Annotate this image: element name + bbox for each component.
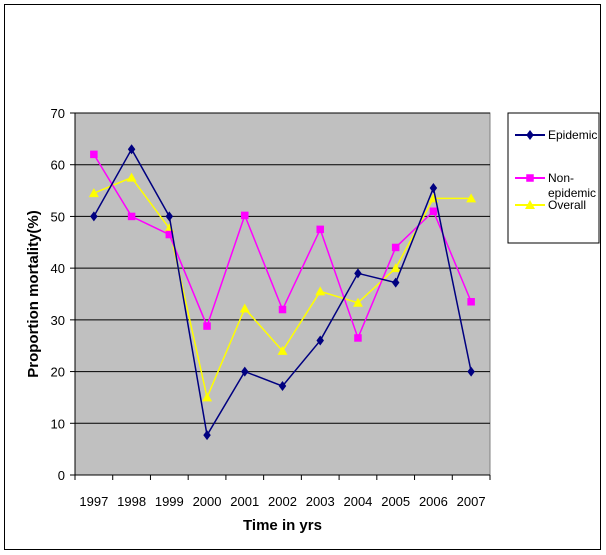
legend-marker	[525, 200, 535, 209]
data-point	[316, 335, 324, 346]
y-axis-label: Proportion mortality(%)	[25, 210, 42, 378]
data-point	[466, 193, 477, 203]
data-point	[354, 268, 362, 279]
data-point	[239, 303, 250, 313]
data-point	[316, 225, 324, 234]
data-point	[203, 430, 211, 441]
x-tick-labels: 1997 1998 1999 2000 2001 2002 2003 2004 2005 2006…	[79, 494, 485, 509]
y-tick-label: 20	[51, 365, 65, 380]
y-tick-labels: 0 10 20 30 40 50 60 70	[51, 106, 65, 483]
data-point	[278, 381, 287, 392]
x-tick-label: 2005	[381, 494, 410, 509]
data-point	[241, 211, 249, 220]
data-point	[90, 150, 98, 159]
legend-item-non-epidemic: Non-epidemic	[515, 171, 596, 200]
plot-area	[74, 112, 491, 476]
x-tick-label: 2003	[306, 494, 335, 509]
x-tick-label: 2006	[419, 494, 448, 509]
x-tick-label: 2002	[268, 494, 297, 509]
series-epidemic	[90, 144, 475, 441]
data-point	[278, 305, 287, 314]
series-group	[88, 144, 477, 441]
data-point	[315, 286, 326, 296]
x-tick-label: 2001	[230, 494, 259, 509]
data-point	[241, 366, 249, 377]
data-point	[165, 211, 174, 222]
y-tick-label: 10	[51, 416, 65, 431]
legend-label: Epidemic	[548, 128, 597, 142]
legend-label: Overall	[548, 198, 586, 212]
series-non-epidemic	[90, 150, 475, 342]
legend-marker	[526, 130, 534, 140]
y-tick-label: 0	[58, 468, 65, 483]
data-point	[277, 345, 288, 355]
x-tick-label: 2004	[343, 494, 372, 509]
data-point	[467, 366, 475, 377]
y-tick-label: 70	[51, 106, 65, 121]
legend-marker	[526, 174, 534, 182]
data-point	[429, 207, 438, 216]
data-point	[352, 297, 363, 307]
x-tick-label: 1998	[117, 494, 146, 509]
data-point	[391, 277, 400, 288]
data-point	[467, 298, 475, 306]
data-point	[127, 144, 136, 155]
x-tick-label: 2007	[457, 494, 486, 509]
data-point	[165, 230, 174, 239]
legend-item-epidemic: Epidemic	[515, 128, 597, 142]
axes	[70, 112, 491, 480]
series-overall	[88, 172, 477, 402]
y-tick-label: 60	[51, 158, 65, 173]
y-tick-label: 30	[51, 313, 65, 328]
x-axis-label: Time in yrs	[243, 517, 322, 534]
gridlines	[75, 112, 490, 424]
data-point	[126, 172, 137, 182]
data-point	[88, 188, 99, 198]
data-point	[429, 182, 438, 193]
x-tick-label: 1997	[79, 494, 108, 509]
data-point	[354, 334, 362, 342]
data-point	[391, 243, 400, 252]
legend-label: epidemic	[548, 186, 596, 200]
x-tick-label: 1999	[155, 494, 184, 509]
x-tick-label: 2000	[193, 494, 222, 509]
y-tick-label: 50	[51, 209, 65, 224]
data-point	[203, 322, 211, 330]
y-tick-label: 40	[51, 261, 65, 276]
data-point	[90, 211, 98, 222]
legend-item-overall: Overall	[515, 198, 586, 212]
data-point	[202, 392, 213, 402]
data-point	[390, 263, 401, 273]
legend-label: Non-	[548, 171, 574, 185]
data-point	[127, 212, 136, 221]
